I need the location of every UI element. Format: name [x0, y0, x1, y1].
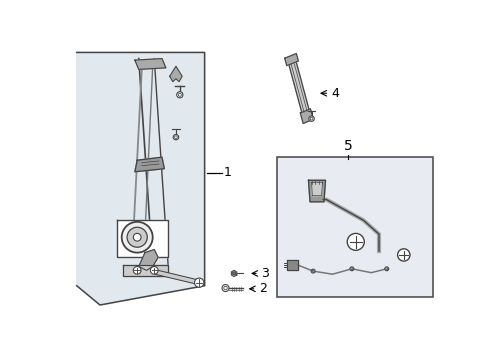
Circle shape — [133, 266, 141, 274]
Circle shape — [177, 92, 183, 98]
Polygon shape — [135, 59, 166, 69]
Polygon shape — [139, 249, 158, 270]
Circle shape — [222, 285, 229, 292]
Circle shape — [195, 278, 204, 287]
Circle shape — [127, 227, 147, 247]
Text: 5: 5 — [343, 139, 352, 153]
Polygon shape — [135, 157, 164, 172]
Bar — [277, 157, 433, 297]
Polygon shape — [312, 183, 322, 195]
Circle shape — [347, 233, 364, 250]
Polygon shape — [285, 54, 298, 66]
Circle shape — [311, 269, 315, 273]
Circle shape — [122, 222, 153, 253]
Polygon shape — [287, 260, 297, 270]
Polygon shape — [77, 53, 205, 305]
Polygon shape — [300, 109, 313, 123]
Polygon shape — [231, 270, 237, 276]
Text: 1: 1 — [224, 166, 232, 179]
Polygon shape — [123, 265, 168, 276]
Circle shape — [133, 233, 141, 241]
Text: 4: 4 — [331, 87, 339, 100]
Circle shape — [173, 134, 179, 140]
Circle shape — [350, 267, 354, 271]
Polygon shape — [117, 220, 168, 257]
Polygon shape — [309, 180, 325, 202]
Text: 2: 2 — [259, 282, 267, 295]
Circle shape — [150, 266, 158, 274]
Circle shape — [385, 267, 389, 271]
Circle shape — [397, 249, 410, 261]
Circle shape — [309, 116, 314, 121]
Circle shape — [233, 272, 236, 275]
Polygon shape — [170, 66, 182, 82]
Text: 3: 3 — [261, 267, 269, 280]
Polygon shape — [288, 57, 311, 117]
